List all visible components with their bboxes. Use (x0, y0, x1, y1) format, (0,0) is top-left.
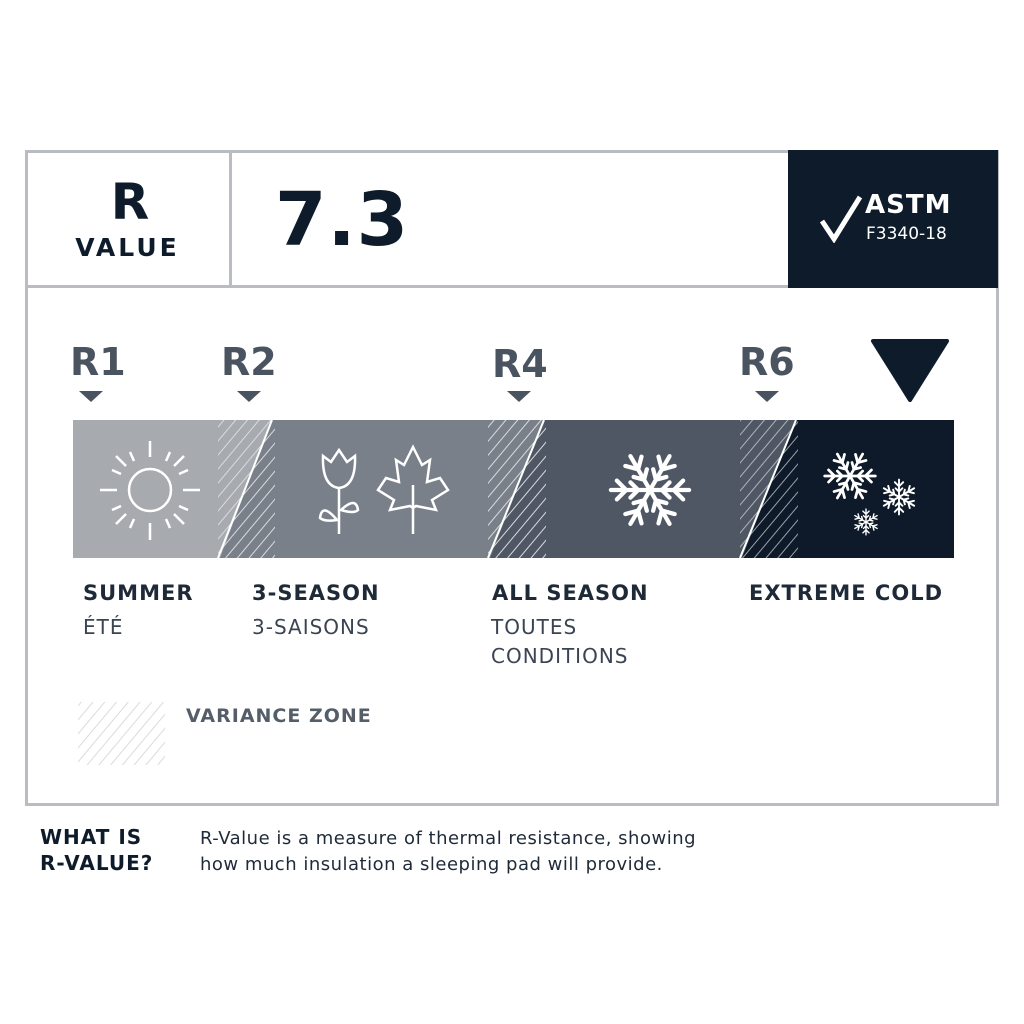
value-label: VALUE (75, 233, 180, 262)
rating-value: 7.3 (275, 177, 410, 263)
footer-question-line-1: WHAT IS (40, 825, 143, 849)
footer-question-line-2: R-VALUE? (40, 851, 154, 875)
season-all-season-fr-1: TOUTES (491, 615, 578, 639)
marker-arrow-r1 (79, 391, 103, 402)
marker-r1: R1 (70, 340, 126, 384)
season-summer-en: SUMMER (83, 581, 194, 605)
certification-name: ASTM (865, 190, 952, 220)
season-extreme-cold-en: EXTREME COLD (749, 581, 944, 605)
marker-r2: R2 (221, 340, 277, 384)
season-all-season-en: ALL SEASON (492, 581, 649, 605)
current-value-indicator-icon (871, 339, 949, 402)
sun-icon (100, 441, 200, 540)
season-3-season-fr: 3-SAISONS (252, 615, 370, 639)
footer-description-line-2: how much insulation a sleeping pad will … (200, 854, 663, 875)
certification-badge (788, 150, 998, 288)
footer-description-line-1: R-Value is a measure of thermal resistan… (200, 828, 697, 849)
season-all-season-fr-2: CONDITIONS (491, 644, 629, 668)
variance-zone-swatch (78, 702, 165, 765)
footer-question: WHAT IS R-VALUE? (40, 824, 153, 876)
marker-arrow-r2 (237, 391, 261, 402)
variance-zone-label: VARIANCE ZONE (186, 705, 372, 727)
season-3-season-en: 3-SEASON (252, 581, 380, 605)
maple-leaf-icon (376, 444, 450, 534)
marker-r6: R6 (739, 340, 795, 384)
marker-r4: R4 (492, 342, 548, 386)
tulip-icon (318, 447, 360, 534)
rvalue-card (25, 150, 999, 806)
header-divider (25, 285, 999, 288)
footer-description: R-Value is a measure of thermal resistan… (200, 826, 696, 878)
r-letter: R (110, 173, 150, 231)
checkmark-icon (819, 195, 863, 243)
marker-arrow-r4 (507, 391, 531, 402)
marker-arrow-r6 (755, 391, 779, 402)
certification-code: F3340-18 (866, 224, 947, 244)
header-column-divider (229, 150, 232, 287)
season-summer-fr: ÉTÉ (83, 615, 124, 639)
